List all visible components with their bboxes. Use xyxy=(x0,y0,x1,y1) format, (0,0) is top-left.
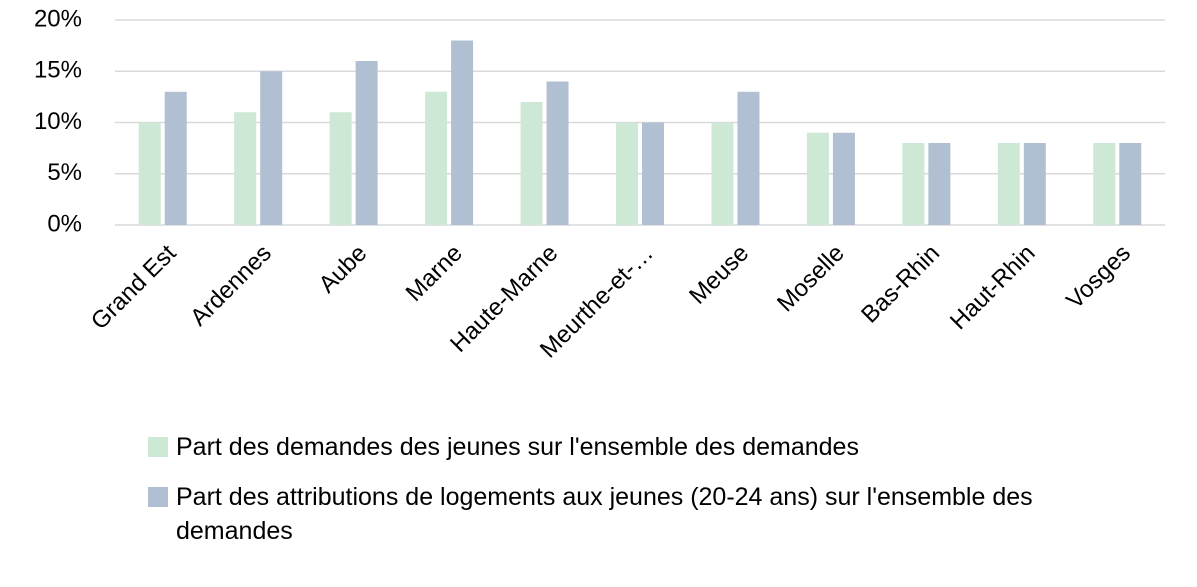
bar xyxy=(1093,143,1116,225)
bar xyxy=(451,40,474,225)
bar xyxy=(425,91,448,225)
legend-item: Part des demandes des jeunes sur l'ensem… xyxy=(148,430,1108,464)
x-tick-label: Moselle xyxy=(772,240,850,318)
bar xyxy=(711,122,734,225)
x-tick-label: Meuse xyxy=(684,240,754,310)
legend-swatch xyxy=(148,437,168,457)
chart: 0% 5% 10% 15% 20% Grand Est Ardennes Aube Marne H… xyxy=(34,5,1165,363)
x-tick-label: Grand Est xyxy=(86,239,182,335)
bar xyxy=(329,112,352,225)
legend-label: Part des demandes des jeunes sur l'ensem… xyxy=(176,433,859,461)
bar xyxy=(642,122,664,225)
x-tick-label: Aube xyxy=(314,240,373,299)
bar xyxy=(1023,143,1046,225)
legend-label: Part des attributions de logements aux j… xyxy=(176,483,1033,545)
bar xyxy=(806,132,829,225)
bar xyxy=(234,112,257,225)
bar xyxy=(546,81,569,225)
bar xyxy=(164,91,187,225)
bar xyxy=(616,122,638,225)
x-tick-label: Haut-Rhin xyxy=(945,240,1040,335)
legend-item: Part des attributions de logements aux j… xyxy=(148,480,1108,548)
bar xyxy=(832,132,855,225)
x-tick-label: Ardennes xyxy=(185,240,277,332)
legend-swatch xyxy=(148,487,168,507)
bar xyxy=(520,102,543,225)
bar xyxy=(260,71,283,225)
x-tick-label: Vosges xyxy=(1061,240,1136,315)
x-tick-label: Marne xyxy=(401,240,468,307)
bar xyxy=(928,143,951,225)
y-tick-label: 10% xyxy=(34,108,82,135)
x-tick-label: Bas-Rhin xyxy=(856,240,945,329)
y-tick-label: 20% xyxy=(34,5,82,32)
y-tick-label: 15% xyxy=(34,57,82,84)
bar xyxy=(138,122,161,225)
bar xyxy=(737,91,760,225)
bar xyxy=(1119,143,1142,225)
y-tick-label: 0% xyxy=(47,210,82,237)
bar xyxy=(902,143,925,225)
legend: Part des demandes des jeunes sur l'ensem… xyxy=(148,430,1108,564)
bar xyxy=(355,61,378,225)
bar xyxy=(997,143,1020,225)
y-tick-label: 5% xyxy=(47,159,82,186)
